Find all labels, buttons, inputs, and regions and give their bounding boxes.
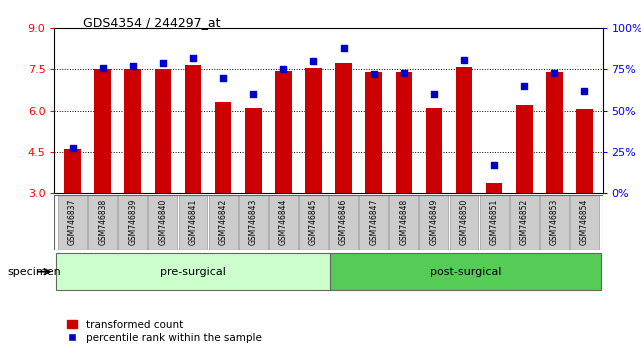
Text: GDS4354 / 244297_at: GDS4354 / 244297_at — [83, 16, 221, 29]
Text: GSM746842: GSM746842 — [219, 199, 228, 245]
Text: GSM746849: GSM746849 — [429, 199, 438, 245]
Point — [459, 57, 469, 62]
Text: GSM746850: GSM746850 — [460, 199, 469, 245]
Bar — [305, 68, 322, 193]
Bar — [215, 102, 231, 193]
Bar — [426, 108, 442, 193]
Bar — [88, 195, 117, 250]
Point — [158, 60, 168, 66]
Text: GSM746839: GSM746839 — [128, 199, 137, 245]
Bar — [64, 149, 81, 193]
Bar — [239, 195, 268, 250]
Bar — [154, 69, 171, 193]
Bar — [209, 195, 238, 250]
Point — [579, 88, 590, 94]
Bar — [124, 69, 141, 193]
Point — [278, 67, 288, 72]
Bar — [395, 72, 412, 193]
Point — [489, 162, 499, 168]
Bar — [546, 72, 563, 193]
Text: GSM746848: GSM746848 — [399, 199, 408, 245]
Text: GSM746846: GSM746846 — [339, 199, 348, 245]
Text: GSM746854: GSM746854 — [580, 199, 589, 245]
Text: GSM746837: GSM746837 — [68, 199, 77, 245]
Point — [97, 65, 108, 71]
Text: post-surgical: post-surgical — [429, 267, 501, 277]
Point — [519, 83, 529, 89]
Text: GSM746847: GSM746847 — [369, 199, 378, 245]
Point — [67, 145, 78, 151]
Bar — [419, 195, 448, 250]
Bar — [335, 63, 352, 193]
Point — [338, 45, 349, 51]
Text: GSM746838: GSM746838 — [98, 199, 107, 245]
Text: GSM746840: GSM746840 — [158, 199, 167, 245]
Text: GSM746841: GSM746841 — [188, 199, 197, 245]
Bar — [275, 71, 292, 193]
Bar — [245, 108, 262, 193]
Bar — [540, 195, 569, 250]
Text: GSM746851: GSM746851 — [490, 199, 499, 245]
Bar — [510, 195, 538, 250]
Text: GSM746843: GSM746843 — [249, 199, 258, 245]
Point — [429, 91, 439, 97]
Point — [188, 55, 198, 61]
Bar — [179, 195, 208, 250]
Bar — [329, 195, 358, 250]
Text: specimen: specimen — [8, 267, 62, 277]
Bar — [456, 67, 472, 193]
Bar — [58, 195, 87, 250]
Bar — [330, 253, 601, 290]
Point — [369, 72, 379, 77]
Bar — [389, 195, 418, 250]
Point — [128, 63, 138, 69]
Text: GSM746852: GSM746852 — [520, 199, 529, 245]
Bar — [486, 183, 503, 193]
Text: GSM746853: GSM746853 — [550, 199, 559, 245]
Text: pre-surgical: pre-surgical — [160, 267, 226, 277]
Point — [549, 70, 560, 76]
Bar — [449, 195, 478, 250]
Point — [308, 58, 319, 64]
Point — [248, 91, 258, 97]
Bar — [185, 65, 201, 193]
Bar — [119, 195, 147, 250]
Bar — [269, 195, 298, 250]
Bar — [359, 195, 388, 250]
Bar — [479, 195, 508, 250]
Point — [218, 75, 228, 81]
Bar — [299, 195, 328, 250]
Text: GSM746844: GSM746844 — [279, 199, 288, 245]
Bar — [56, 253, 330, 290]
Legend: transformed count, percentile rank within the sample: transformed count, percentile rank withi… — [63, 315, 266, 347]
Bar — [94, 69, 111, 193]
Bar — [570, 195, 599, 250]
Bar — [576, 109, 593, 193]
Bar — [516, 105, 533, 193]
Bar — [149, 195, 178, 250]
Bar — [365, 72, 382, 193]
Text: GSM746845: GSM746845 — [309, 199, 318, 245]
Point — [399, 70, 409, 76]
